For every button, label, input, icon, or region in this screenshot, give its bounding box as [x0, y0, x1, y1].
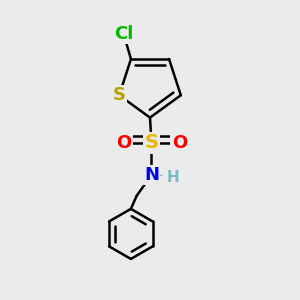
Text: O: O: [172, 134, 187, 152]
Text: Cl: Cl: [114, 25, 133, 43]
Text: S: S: [113, 86, 126, 104]
Text: O: O: [116, 134, 131, 152]
Text: H: H: [167, 170, 179, 185]
Text: S: S: [145, 133, 158, 152]
Text: N: N: [144, 166, 159, 184]
